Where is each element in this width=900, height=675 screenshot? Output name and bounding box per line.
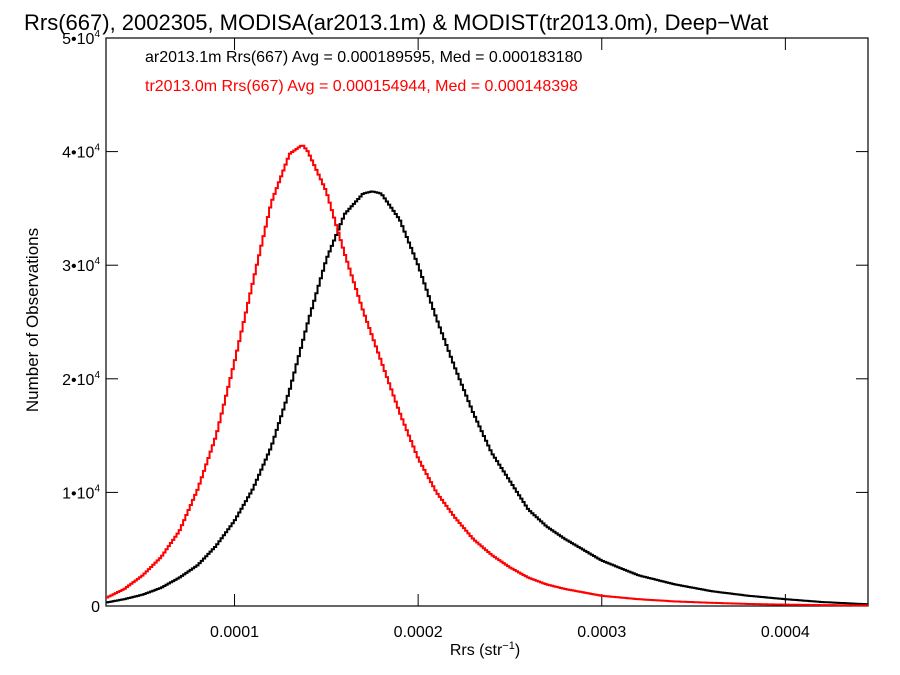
chart-title: Rrs(667), 2002305, MODISA(ar2013.1m) & M… bbox=[24, 10, 768, 35]
y-tick-label: 0 bbox=[91, 599, 100, 616]
x-tick-label: 0.0001 bbox=[210, 624, 259, 641]
legend-entry-tr2013: tr2013.0m Rrs(667) Avg = 0.000154944, Me… bbox=[145, 78, 578, 95]
plot-frame bbox=[105, 37, 869, 607]
x-axis-ticks: 0.0001 0.0002 0.0003 0.0004 bbox=[210, 38, 810, 641]
y-tick-label: 2•104 bbox=[62, 370, 100, 389]
legend-entry-ar2013: ar2013.1m Rrs(667) Avg = 0.000189595, Me… bbox=[145, 49, 582, 66]
x-tick-label: 0.0004 bbox=[761, 624, 810, 641]
y-tick-label: 1•104 bbox=[62, 483, 100, 502]
y-tick-label: 5•104 bbox=[62, 29, 100, 48]
x-tick-label: 0.0003 bbox=[577, 624, 626, 641]
y-axis-label: Number of Observations bbox=[23, 228, 42, 412]
x-axis-label-close: ) bbox=[515, 642, 520, 659]
x-axis-label: Rrs (str−1) bbox=[450, 640, 520, 659]
x-axis-label-main: Rrs (str bbox=[450, 642, 503, 659]
y-axis-ticks: 0 1•104 2•104 3•104 4•104 5•104 bbox=[62, 29, 868, 616]
y-tick-label: 4•104 bbox=[62, 143, 100, 162]
y-tick-label: 3•104 bbox=[62, 256, 100, 275]
series-lines bbox=[106, 144, 868, 607]
x-axis-label-sup: −1 bbox=[502, 640, 515, 652]
series-line-tr2013 bbox=[106, 144, 868, 607]
plot-axes bbox=[105, 37, 869, 607]
series-line-ar2013 bbox=[106, 190, 868, 606]
x-tick-label: 0.0002 bbox=[394, 624, 443, 641]
